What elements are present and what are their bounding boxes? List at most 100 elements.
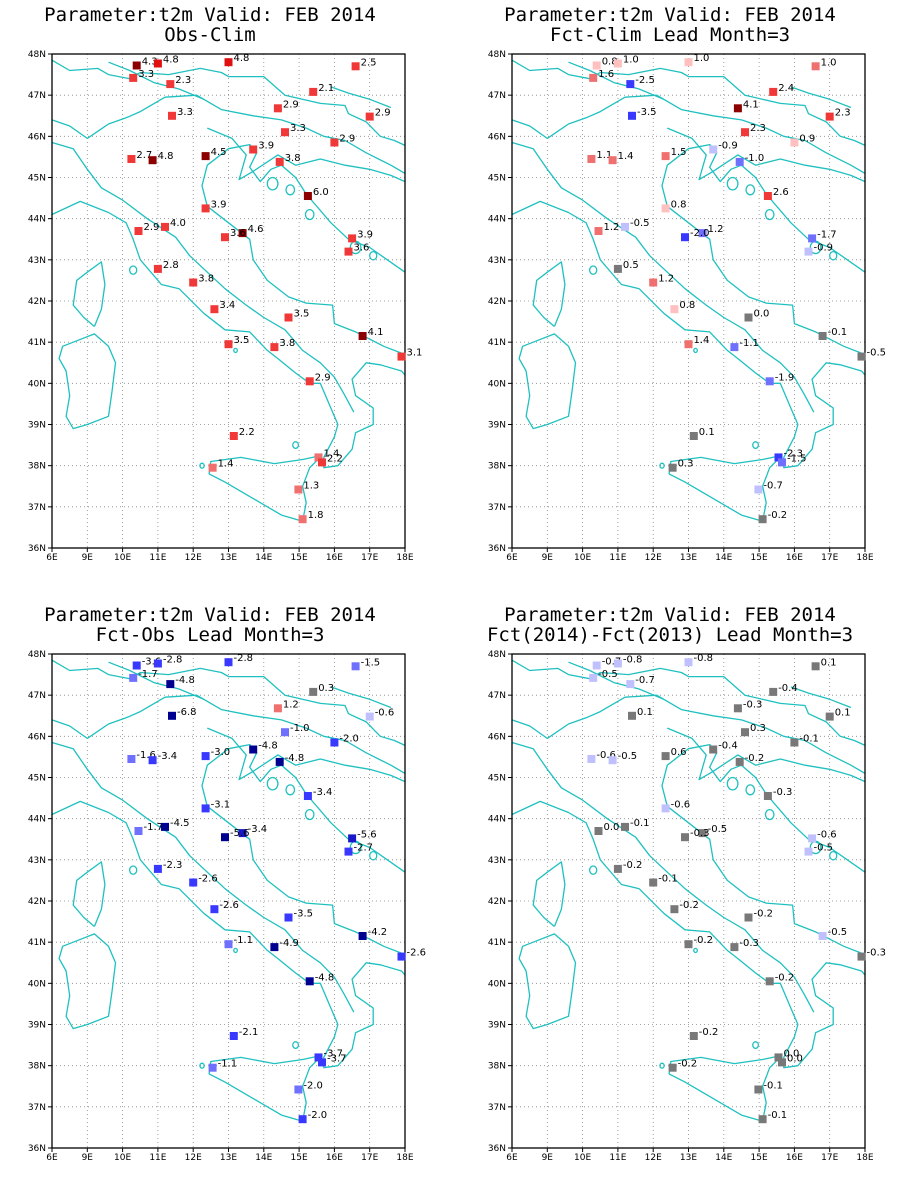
y-tick-label: 40N bbox=[28, 379, 46, 389]
station-marker bbox=[189, 878, 198, 887]
station-value-label: -3.4 bbox=[158, 751, 178, 762]
station-marker bbox=[318, 1058, 326, 1067]
x-tick-label: 13E bbox=[680, 1153, 697, 1163]
y-tick-label: 41N bbox=[488, 938, 506, 948]
coast-segment bbox=[51, 800, 406, 1069]
y-tick-label: 41N bbox=[28, 938, 46, 948]
station-value-label: -1.5 bbox=[361, 657, 381, 668]
station-marker bbox=[298, 515, 307, 524]
station-value-label: 4.8 bbox=[158, 151, 174, 162]
station-value-label: 3.6 bbox=[230, 228, 246, 239]
x-tick-label: 6E bbox=[506, 553, 518, 563]
island bbox=[266, 176, 279, 191]
station-value-label: 0.6 bbox=[671, 747, 687, 758]
station-marker bbox=[790, 138, 799, 147]
station-marker bbox=[153, 659, 162, 668]
coast-segment bbox=[511, 659, 866, 746]
station-value-label: 4.8 bbox=[234, 53, 250, 64]
station-marker bbox=[649, 278, 658, 287]
coast-segment bbox=[108, 61, 205, 100]
y-tick-label: 44N bbox=[488, 215, 506, 225]
y-tick-label: 40N bbox=[28, 979, 46, 989]
island bbox=[693, 347, 698, 354]
x-tick-label: 12E bbox=[185, 1153, 202, 1163]
y-tick-label: 38N bbox=[488, 1062, 506, 1072]
station-value-label: 3.9 bbox=[258, 141, 274, 152]
station-markers: 0.8 1.0 1.0 1.0 1.6 -2.5 2.4 -3.5 4.1 2.3 2.3 0.9 -0… bbox=[587, 53, 886, 524]
station-marker bbox=[754, 485, 763, 494]
station-marker bbox=[314, 453, 323, 462]
coastline bbox=[51, 59, 406, 522]
station-marker bbox=[741, 728, 749, 737]
station-value-label: 2.9 bbox=[144, 222, 160, 233]
station-value-label: 0.0 bbox=[604, 822, 620, 833]
station-marker bbox=[825, 712, 834, 721]
station-value-label: 0.3 bbox=[318, 683, 334, 694]
station-marker bbox=[733, 104, 742, 113]
coast-segment bbox=[790, 686, 852, 709]
station-marker bbox=[275, 157, 284, 166]
map-panel-fct-diff: Parameter:t2m Valid: FEB 2014 Fct(2014)-… bbox=[460, 600, 920, 1200]
station-marker bbox=[681, 833, 689, 842]
station-marker bbox=[769, 687, 778, 696]
island bbox=[129, 865, 138, 875]
y-tick-label: 36N bbox=[488, 544, 506, 554]
station-value-label: -0.6 bbox=[671, 799, 691, 810]
coast-segment bbox=[207, 727, 406, 783]
station-marker bbox=[201, 804, 210, 813]
station-marker bbox=[661, 804, 670, 813]
station-value-label: -2.0 bbox=[308, 1110, 328, 1121]
station-value-label: -3.5 bbox=[294, 909, 314, 920]
station-value-label: 0.1 bbox=[821, 657, 837, 668]
coast-segment bbox=[330, 686, 392, 709]
island bbox=[726, 776, 739, 791]
station-value-label: 0.5 bbox=[623, 260, 639, 271]
station-marker bbox=[229, 432, 238, 440]
station-value-label: -0.6 bbox=[375, 708, 395, 719]
station-marker bbox=[709, 745, 718, 754]
station-marker bbox=[613, 59, 622, 68]
station-value-label: 1.2 bbox=[604, 222, 620, 233]
station-value-label: 2.7 bbox=[136, 150, 152, 161]
station-marker bbox=[168, 111, 176, 120]
station-value-label: -0.2 bbox=[678, 1059, 698, 1070]
map-panel-obs-clim: Parameter:t2m Valid: FEB 2014 Obs-Clim 6… bbox=[0, 0, 460, 600]
x-tick-label: 15E bbox=[291, 1153, 308, 1163]
coast-segment bbox=[511, 200, 866, 469]
station-marker bbox=[684, 940, 693, 949]
station-value-label: -0.1 bbox=[658, 874, 678, 885]
coast-segment bbox=[568, 61, 665, 100]
y-tick-label: 38N bbox=[488, 462, 506, 472]
station-marker bbox=[201, 752, 210, 761]
station-value-label: -1.9 bbox=[775, 372, 795, 383]
x-tick-label: 14E bbox=[255, 553, 272, 563]
y-tick-label: 40N bbox=[488, 379, 506, 389]
station-marker bbox=[811, 62, 820, 71]
coast-segment bbox=[51, 659, 406, 746]
station-marker bbox=[778, 458, 786, 467]
island bbox=[659, 1062, 665, 1069]
station-marker bbox=[808, 234, 817, 243]
coast-segment bbox=[667, 127, 866, 183]
coast-segment bbox=[661, 143, 866, 356]
station-marker bbox=[161, 822, 169, 831]
station-value-label: 1.4 bbox=[618, 151, 634, 162]
station-marker bbox=[208, 463, 217, 472]
station-marker bbox=[735, 757, 744, 766]
station-marker bbox=[284, 913, 293, 922]
station-value-label: -0.1 bbox=[630, 818, 650, 829]
station-value-label: -0.1 bbox=[799, 734, 819, 745]
station-marker bbox=[273, 104, 282, 113]
x-tick-label: 13E bbox=[680, 553, 697, 563]
map-panel-fct-clim: Parameter:t2m Valid: FEB 2014 Fct-Clim L… bbox=[460, 0, 920, 600]
station-value-label: 3.3 bbox=[290, 123, 306, 134]
x-tick-label: 12E bbox=[645, 553, 662, 563]
x-tick-label: 17E bbox=[821, 553, 838, 563]
island bbox=[199, 462, 205, 469]
coast-segment bbox=[532, 261, 566, 327]
coast-segment bbox=[511, 59, 866, 146]
y-tick-label: 48N bbox=[488, 650, 506, 660]
station-value-label: 4.0 bbox=[170, 218, 186, 229]
station-marker bbox=[628, 111, 636, 120]
station-marker bbox=[774, 453, 783, 462]
